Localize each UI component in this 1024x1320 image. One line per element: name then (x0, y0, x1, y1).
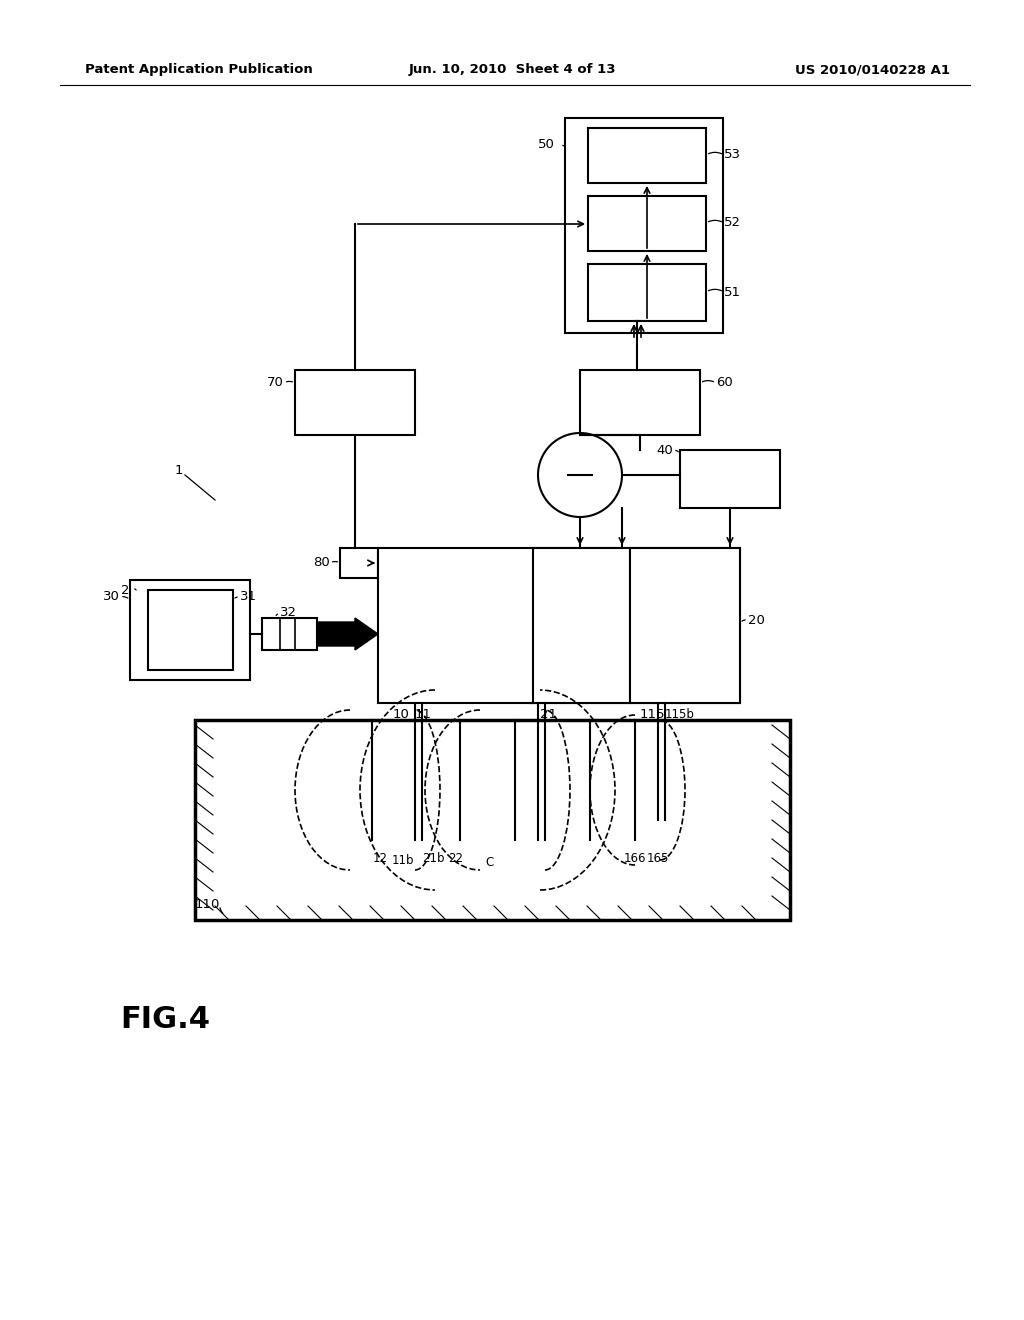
Text: FIG.4: FIG.4 (120, 1006, 210, 1035)
Bar (630, 548, 740, 704)
Text: 115b: 115b (665, 709, 695, 722)
Bar (378, 548, 534, 704)
Bar (565, 117, 723, 333)
Bar (262, 618, 317, 649)
Text: 60: 60 (716, 376, 733, 389)
Text: 40: 40 (656, 444, 673, 457)
Bar (530, 548, 740, 704)
Text: 110: 110 (195, 899, 220, 912)
Bar (295, 370, 415, 436)
Bar (195, 719, 790, 920)
Text: 165: 165 (647, 851, 670, 865)
Text: 20: 20 (748, 614, 765, 627)
Bar (588, 264, 706, 321)
Text: 11: 11 (415, 709, 432, 722)
Text: 50: 50 (539, 139, 555, 152)
Bar (530, 548, 630, 704)
Text: 53: 53 (724, 149, 741, 161)
Text: 51: 51 (724, 285, 741, 298)
Bar (588, 195, 706, 251)
Text: 30: 30 (103, 590, 120, 603)
Bar (580, 370, 700, 436)
Text: 22: 22 (449, 851, 464, 865)
Bar (680, 450, 780, 508)
Text: 32: 32 (280, 606, 297, 619)
Text: 115: 115 (640, 709, 666, 722)
Text: 10: 10 (393, 709, 410, 722)
Text: 80: 80 (313, 557, 330, 569)
Text: 12: 12 (373, 851, 387, 865)
Bar (340, 548, 378, 578)
Text: 166: 166 (624, 851, 646, 865)
Text: Jun. 10, 2010  Sheet 4 of 13: Jun. 10, 2010 Sheet 4 of 13 (409, 63, 615, 77)
Text: C: C (485, 855, 495, 869)
Text: US 2010/0140228 A1: US 2010/0140228 A1 (795, 63, 950, 77)
Bar (130, 579, 250, 680)
Text: 70: 70 (267, 376, 284, 389)
Polygon shape (317, 618, 378, 649)
Text: 31: 31 (240, 590, 257, 603)
Text: 2: 2 (122, 583, 130, 597)
Text: 11b: 11b (392, 854, 415, 866)
Bar (588, 128, 706, 183)
Text: 52: 52 (724, 216, 741, 230)
Text: 21b: 21b (422, 851, 444, 865)
Bar (148, 590, 233, 671)
Text: Patent Application Publication: Patent Application Publication (85, 63, 312, 77)
Text: 21: 21 (540, 709, 557, 722)
Text: 1: 1 (175, 463, 183, 477)
